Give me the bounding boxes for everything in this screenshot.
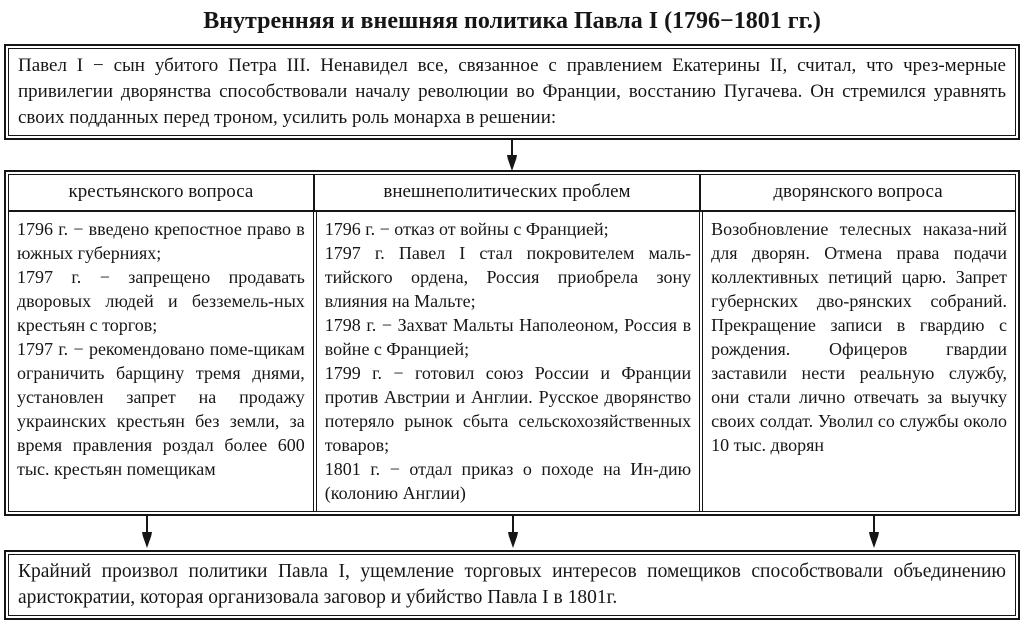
arrow-down-icon bbox=[504, 514, 522, 548]
foreign-policy-column-cell: 1796 г. − отказ от войны с Францией; 179… bbox=[312, 212, 699, 511]
column-header-peasant-question: крестьянского вопроса bbox=[9, 175, 313, 212]
cell-item: 1801 г. − отдал приказ о походе на Ин-ди… bbox=[324, 459, 692, 503]
intro-to-table-connector bbox=[0, 138, 1024, 171]
conclusion-box: Крайний произвол политики Павла I, ущемл… bbox=[4, 550, 1020, 620]
column-header-foreign-policy: внешнеполитических проблем bbox=[312, 175, 700, 212]
page-title: Внутренняя и внешняя политика Павла I (1… bbox=[203, 8, 821, 34]
conclusion-text: Крайний произвол политики Павла I, ущемл… bbox=[18, 561, 1006, 608]
cell-item: Возобновление телесных наказа-ний для дв… bbox=[711, 219, 1007, 455]
cell-item: 1796 г. − введено крепостное право в южн… bbox=[17, 219, 305, 263]
cell-item: 1797 г. − запрещено продавать дворовых л… bbox=[17, 267, 305, 335]
intro-box: Павел I − сын убитого Петра III. Ненавид… bbox=[4, 44, 1020, 140]
arrow-down-icon bbox=[503, 138, 521, 171]
cell-item: 1797 г. − рекомендовано поме-щикам огран… bbox=[17, 339, 305, 479]
table-to-conclusion-connectors bbox=[0, 514, 1024, 550]
arrow-down-icon bbox=[138, 514, 156, 548]
nobility-column-cell: Возобновление телесных наказа-ний для дв… bbox=[699, 212, 1015, 511]
politics-table: крестьянского вопроса внешнеполитических… bbox=[4, 170, 1020, 516]
arrow-down-icon bbox=[865, 514, 883, 548]
cell-item: 1798 г. − Захват Мальты Наполеоном, Росс… bbox=[324, 315, 692, 359]
column-header-nobility-question: дворянского вопроса bbox=[699, 175, 1015, 212]
peasant-column-cell: 1796 г. − введено крепостное право в южн… bbox=[9, 212, 313, 511]
cell-item: 1797 г. Павел I стал покровителем маль-т… bbox=[324, 243, 692, 311]
cell-item: 1796 г. − отказ от войны с Францией; bbox=[324, 219, 609, 239]
cell-item: 1799 г. − готовил союз России и Франции … bbox=[324, 363, 692, 455]
intro-text: Павел I − сын убитого Петра III. Ненавид… bbox=[18, 55, 1006, 128]
